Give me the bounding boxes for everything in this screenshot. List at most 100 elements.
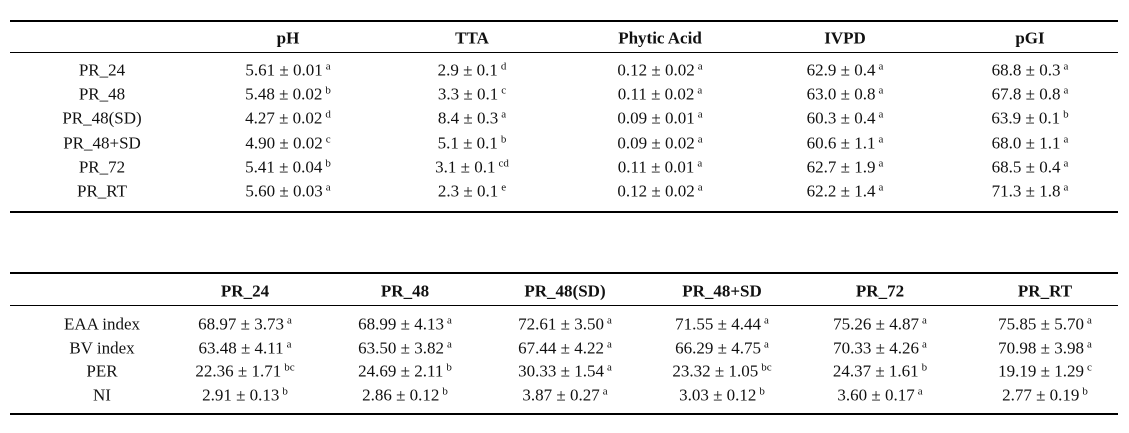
- significance-letter: a: [921, 338, 927, 351]
- table-cell: 2.3 ± 0.1 e: [437, 181, 507, 201]
- cell-value: 63.0 ± 0.8: [806, 84, 876, 104]
- table-cell: 63.0 ± 0.8 a: [806, 84, 884, 104]
- cell-value: 5.1 ± 0.1: [437, 133, 498, 153]
- cell-value: 2.3 ± 0.1: [437, 181, 499, 201]
- table-cell: 19.19 ± 1.29 c: [998, 361, 1092, 381]
- significance-letter: c: [325, 133, 331, 146]
- cell-value: 67.44 ± 4.22: [518, 338, 604, 358]
- significance-letter: a: [325, 60, 331, 73]
- significance-letter: d: [325, 108, 331, 121]
- cell-value: 3.03 ± 0.12: [679, 385, 757, 405]
- table-cell: 30.33 ± 1.54 a: [518, 362, 612, 380]
- table-cell: 0.12 ± 0.02 a: [617, 61, 702, 79]
- table-cell: 0.09 ± 0.02 a: [617, 133, 702, 153]
- significance-letter: b: [1063, 108, 1069, 121]
- table-cell: 75.85 ± 5.70 a: [998, 314, 1092, 334]
- table-cell: 63.9 ± 0.1 b: [991, 108, 1069, 128]
- row-label: PR_24: [78, 60, 126, 80]
- table-cell: 68.8 ± 0.3 a: [991, 60, 1069, 80]
- cell-value: 3.87 ± 0.27: [522, 385, 600, 405]
- table-cell: 67.8 ± 0.8 a: [992, 85, 1069, 103]
- significance-letter: a: [878, 60, 884, 73]
- significance-letter: a: [325, 181, 331, 194]
- cell-value: 62.2 ± 1.4: [806, 181, 876, 201]
- row-label: NI: [93, 385, 111, 405]
- cell-value: 68.5 ± 0.4: [991, 157, 1061, 177]
- row-label: BV index: [69, 338, 135, 358]
- significance-letter: a: [878, 157, 884, 170]
- column-header: Phytic Acid: [618, 28, 702, 48]
- table-cell: 3.60 ± 0.17 a: [837, 385, 923, 405]
- significance-letter: a: [878, 108, 884, 121]
- column-header: IVPD: [824, 28, 866, 48]
- table-cell: 71.3 ± 1.8 a: [991, 181, 1069, 201]
- table-cell: 5.41 ± 0.04 b: [245, 158, 331, 176]
- table-cell: 22.36 ± 1.71 bc: [195, 361, 295, 381]
- table-cell: 2.9 ± 0.1 d: [438, 61, 507, 79]
- cell-value: 75.26 ± 4.87: [833, 314, 919, 334]
- table-rule: [10, 52, 1118, 53]
- table-cell: 62.9 ± 0.4 a: [807, 60, 884, 79]
- cell-value: 71.55 ± 4.44: [675, 314, 761, 334]
- significance-letter: bc: [284, 361, 295, 374]
- cell-value: 22.36 ± 1.71: [195, 361, 282, 381]
- cell-value: 5.48 ± 0.02: [245, 84, 323, 104]
- cell-value: 75.85 ± 5.70: [998, 314, 1084, 334]
- cell-value: 2.77 ± 0.19: [1002, 385, 1080, 405]
- cell-value: 68.0 ± 1.1: [991, 133, 1061, 153]
- column-header: PR_48: [380, 281, 430, 301]
- table-rule: [10, 211, 1118, 213]
- table-cell: 4.90 ± 0.02 c: [245, 133, 331, 152]
- column-header: pGI: [1015, 28, 1045, 48]
- table-cell: 68.5 ± 0.4 a: [991, 157, 1069, 177]
- column-header: PR_24: [220, 281, 270, 301]
- cell-value: 24.37 ± 1.61: [832, 361, 919, 381]
- row-label: PR_48: [78, 84, 126, 104]
- significance-letter: a: [917, 385, 923, 398]
- cell-value: 68.8 ± 0.3: [991, 60, 1061, 80]
- significance-letter: a: [446, 314, 452, 327]
- cell-value: 4.27 ± 0.02: [245, 108, 323, 128]
- significance-letter: a: [1063, 133, 1069, 146]
- column-header: TTA: [455, 28, 489, 48]
- cell-value: 2.86 ± 0.12: [362, 385, 440, 405]
- column-header: PR_48(SD): [524, 281, 606, 301]
- cell-value: 19.19 ± 1.29: [998, 361, 1084, 381]
- cell-value: 24.69 ± 2.11: [358, 361, 444, 381]
- cell-value: 60.6 ± 1.1: [806, 133, 876, 153]
- significance-letter: a: [286, 338, 292, 351]
- table-cell: 60.3 ± 0.4 a: [806, 108, 884, 128]
- significance-letter: a: [763, 338, 769, 351]
- significance-letter: a: [878, 181, 884, 194]
- significance-letter: b: [500, 133, 507, 146]
- cell-value: 0.12 ± 0.02: [617, 181, 695, 201]
- table-cell: 68.99 ± 4.13 a: [358, 314, 452, 333]
- significance-letter: b: [446, 361, 452, 374]
- significance-letter: a: [606, 314, 612, 327]
- column-header: PR_RT: [1017, 281, 1073, 301]
- significance-letter: a: [878, 133, 884, 146]
- significance-letter: b: [1082, 385, 1088, 398]
- significance-letter: c: [501, 84, 507, 97]
- significance-letter: e: [501, 181, 507, 194]
- table-cell: 66.29 ± 4.75 a: [675, 338, 769, 358]
- table-cell: 62.7 ± 1.9 a: [807, 157, 884, 176]
- cell-value: 0.09 ± 0.02: [617, 133, 695, 153]
- cell-value: 3.60 ± 0.17: [837, 385, 915, 405]
- cell-value: 66.29 ± 4.75: [675, 338, 761, 358]
- cell-value: 60.3 ± 0.4: [806, 108, 876, 128]
- significance-letter: a: [697, 157, 703, 170]
- cell-value: 63.9 ± 0.1: [991, 108, 1061, 128]
- significance-letter: a: [921, 314, 927, 327]
- significance-letter: a: [1086, 314, 1092, 327]
- cell-value: 68.97 ± 3.73: [198, 314, 284, 334]
- row-label: PR_48+SD: [63, 133, 141, 153]
- table-cell: 5.48 ± 0.02 b: [245, 84, 331, 104]
- significance-letter: c: [1086, 361, 1092, 374]
- table-cell: 4.27 ± 0.02 d: [245, 108, 331, 128]
- table-rule: [10, 20, 1118, 22]
- cell-value: 71.3 ± 1.8: [991, 181, 1061, 201]
- cell-value: 3.1 ± 0.1: [435, 157, 496, 177]
- row-label: EAA index: [63, 314, 141, 334]
